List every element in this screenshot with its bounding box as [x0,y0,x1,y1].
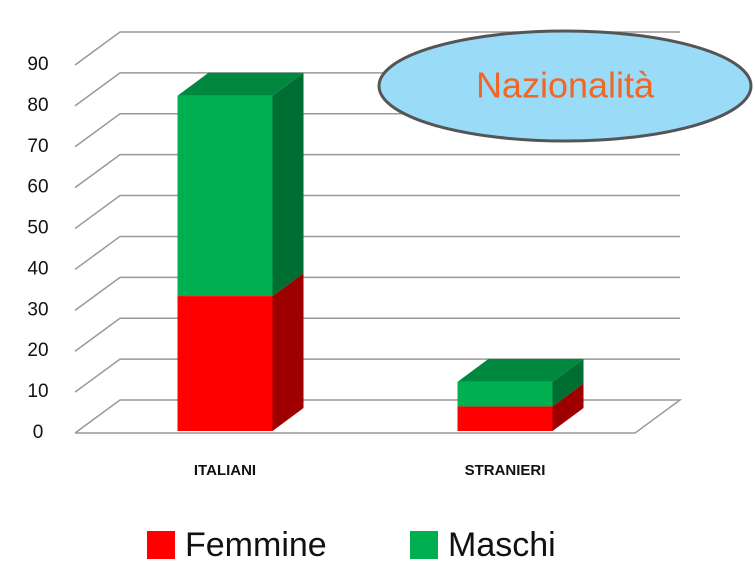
y-tick-label: 40 [27,258,48,279]
y-tick-label: 0 [33,422,44,443]
bar-top [177,72,304,96]
grid [74,31,683,434]
bar-front [457,381,553,407]
bar-front [457,406,553,431]
x-tick-label: STRANIERI [465,462,546,479]
bar-segment [457,358,584,407]
chart-title: Nazionalità [476,65,655,106]
grid-line [74,235,680,271]
legend-label: Femmine [185,526,327,562]
bars [177,72,584,431]
grid-line [74,399,683,434]
grid-line [74,153,680,189]
bar-side [552,358,584,407]
bar-segment [457,383,584,431]
grid-line [74,31,680,66]
y-tick-label: 60 [27,177,48,198]
bar-side [552,383,584,431]
bar-top [457,358,584,382]
grid-line [74,276,680,311]
legend-swatch [147,531,175,559]
y-tick-label: 30 [27,299,48,320]
bar-front [177,95,273,297]
y-tick-label: 70 [27,136,48,157]
y-tick-label: 10 [27,381,48,402]
legend-swatch [410,531,438,559]
y-tick-label: 50 [27,218,48,239]
y-tick-label: 90 [27,54,48,75]
x-tick-label: ITALIANI [194,462,256,479]
bar-side [272,273,304,431]
bar-segment [177,72,304,297]
y-tick-label: 20 [27,340,48,361]
grid-line [74,317,680,352]
bar-segment [177,273,304,431]
grid-line [74,358,680,393]
bar-side [272,72,304,297]
legend-label: Maschi [448,526,556,562]
grid-line [74,194,680,230]
bar-front [177,296,273,431]
title-ellipse [377,29,753,143]
y-tick-label: 80 [27,95,48,116]
